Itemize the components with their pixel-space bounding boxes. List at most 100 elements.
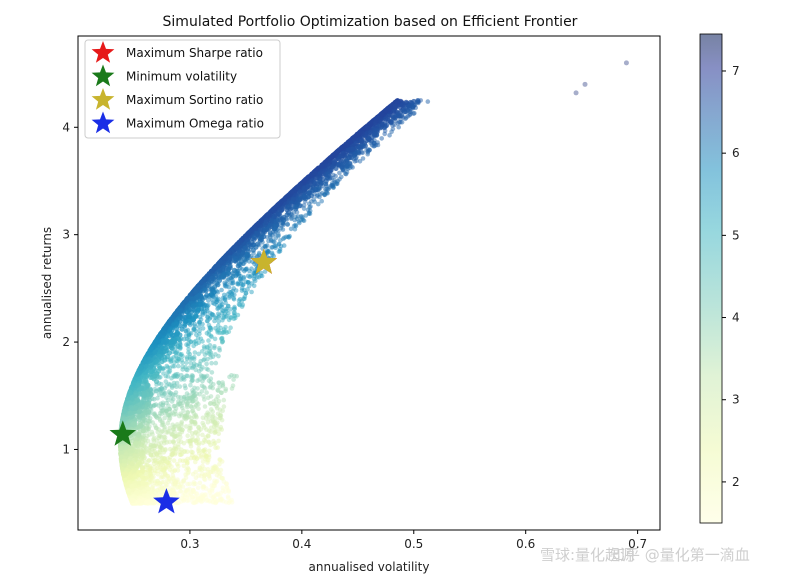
scatter-point bbox=[171, 491, 177, 496]
scatter-point bbox=[222, 489, 228, 495]
scatter-point bbox=[215, 323, 221, 329]
scatter-point bbox=[157, 481, 163, 487]
scatter-point bbox=[298, 203, 304, 209]
scatter-point bbox=[215, 401, 220, 407]
scatter-point bbox=[183, 424, 189, 429]
scatter-point bbox=[149, 475, 155, 480]
scatter-point bbox=[193, 459, 198, 465]
scatter-point bbox=[169, 399, 175, 404]
scatter-point bbox=[191, 455, 197, 461]
scatter-point bbox=[163, 379, 169, 384]
scatter-point bbox=[133, 440, 139, 446]
scatter-point bbox=[153, 490, 158, 495]
scatter-point bbox=[169, 339, 175, 345]
scatter-point bbox=[218, 299, 224, 305]
scatter-point bbox=[212, 336, 218, 342]
scatter-point bbox=[176, 363, 181, 369]
scatter-point bbox=[236, 261, 242, 267]
scatter-point bbox=[384, 122, 390, 128]
scatter-point bbox=[169, 375, 174, 381]
scatter-point bbox=[271, 239, 276, 244]
scatter-point bbox=[319, 198, 325, 204]
scatter-point bbox=[171, 458, 177, 463]
scatter-point bbox=[303, 213, 309, 218]
scatter-point bbox=[209, 275, 215, 281]
scatter-point bbox=[209, 360, 214, 366]
scatter-point bbox=[319, 163, 325, 170]
scatter-point bbox=[357, 159, 363, 164]
scatter-point bbox=[210, 297, 215, 302]
scatter-point bbox=[198, 495, 203, 501]
scatter-point bbox=[192, 350, 198, 355]
scatter-point bbox=[166, 417, 172, 423]
scatter-point bbox=[211, 441, 217, 447]
scatter-point bbox=[387, 133, 392, 138]
scatter-point bbox=[185, 498, 190, 504]
scatter-point bbox=[191, 343, 196, 349]
scatter-point bbox=[258, 218, 264, 224]
scatter-point bbox=[312, 170, 318, 176]
scatter-point bbox=[279, 220, 285, 226]
scatter-point bbox=[197, 480, 203, 486]
scatter-point bbox=[372, 141, 377, 146]
scatter-point bbox=[160, 403, 166, 408]
scatter-point bbox=[362, 143, 368, 149]
scatter-point bbox=[212, 478, 217, 484]
scatter-point bbox=[185, 433, 190, 439]
scatter-point bbox=[178, 489, 183, 494]
scatter-point bbox=[239, 286, 245, 291]
scatter-point bbox=[184, 373, 189, 379]
scatter-point bbox=[350, 146, 356, 152]
scatter-point bbox=[183, 416, 189, 422]
scatter-point bbox=[154, 382, 159, 387]
scatter-point bbox=[266, 238, 271, 244]
scatter-point bbox=[246, 259, 252, 264]
scatter-point bbox=[203, 454, 209, 459]
scatter-point bbox=[214, 422, 220, 428]
scatter-point bbox=[219, 336, 225, 342]
scatter-point bbox=[251, 236, 257, 242]
scatter-point bbox=[231, 373, 237, 379]
scatter-point bbox=[162, 466, 167, 471]
scatter-point bbox=[155, 429, 161, 435]
scatter-point bbox=[391, 114, 397, 120]
scatter-point bbox=[211, 401, 217, 407]
scatter-point bbox=[228, 275, 233, 281]
scatter-point bbox=[186, 333, 192, 339]
scatter-point bbox=[190, 373, 196, 379]
scatter-point bbox=[208, 429, 214, 435]
scatter-point bbox=[200, 326, 206, 331]
scatter-point bbox=[396, 124, 402, 130]
scatter-point bbox=[211, 289, 217, 295]
scatter-point bbox=[159, 429, 164, 435]
scatter-point bbox=[312, 199, 318, 205]
scatter-point bbox=[184, 309, 190, 315]
scatter-point bbox=[155, 472, 161, 477]
scatter-point bbox=[164, 409, 169, 414]
scatter-point bbox=[187, 318, 193, 324]
scatter-point bbox=[214, 297, 220, 303]
scatter-point bbox=[159, 381, 164, 387]
scatter-point bbox=[196, 368, 202, 374]
scatter-point bbox=[142, 451, 147, 456]
scatter-point bbox=[293, 204, 300, 210]
scatter-point bbox=[207, 310, 213, 316]
scatter-point bbox=[226, 310, 231, 316]
scatter-point bbox=[134, 397, 140, 403]
scatter-point bbox=[246, 280, 251, 285]
scatter-point bbox=[221, 404, 227, 409]
scatter-point bbox=[146, 458, 152, 463]
scatter-point bbox=[212, 427, 218, 433]
scatter-point bbox=[232, 306, 237, 312]
scatter-point bbox=[132, 457, 138, 463]
scatter-point bbox=[411, 111, 416, 116]
scatter-point bbox=[166, 403, 171, 409]
scatter-point bbox=[204, 303, 209, 308]
scatter-point bbox=[201, 306, 207, 312]
scatter-point bbox=[189, 404, 194, 410]
scatter-point bbox=[155, 395, 160, 401]
scatter-point bbox=[165, 369, 170, 375]
scatter-point bbox=[169, 451, 174, 457]
scatter-point bbox=[224, 481, 229, 486]
scatter-point bbox=[239, 304, 245, 309]
